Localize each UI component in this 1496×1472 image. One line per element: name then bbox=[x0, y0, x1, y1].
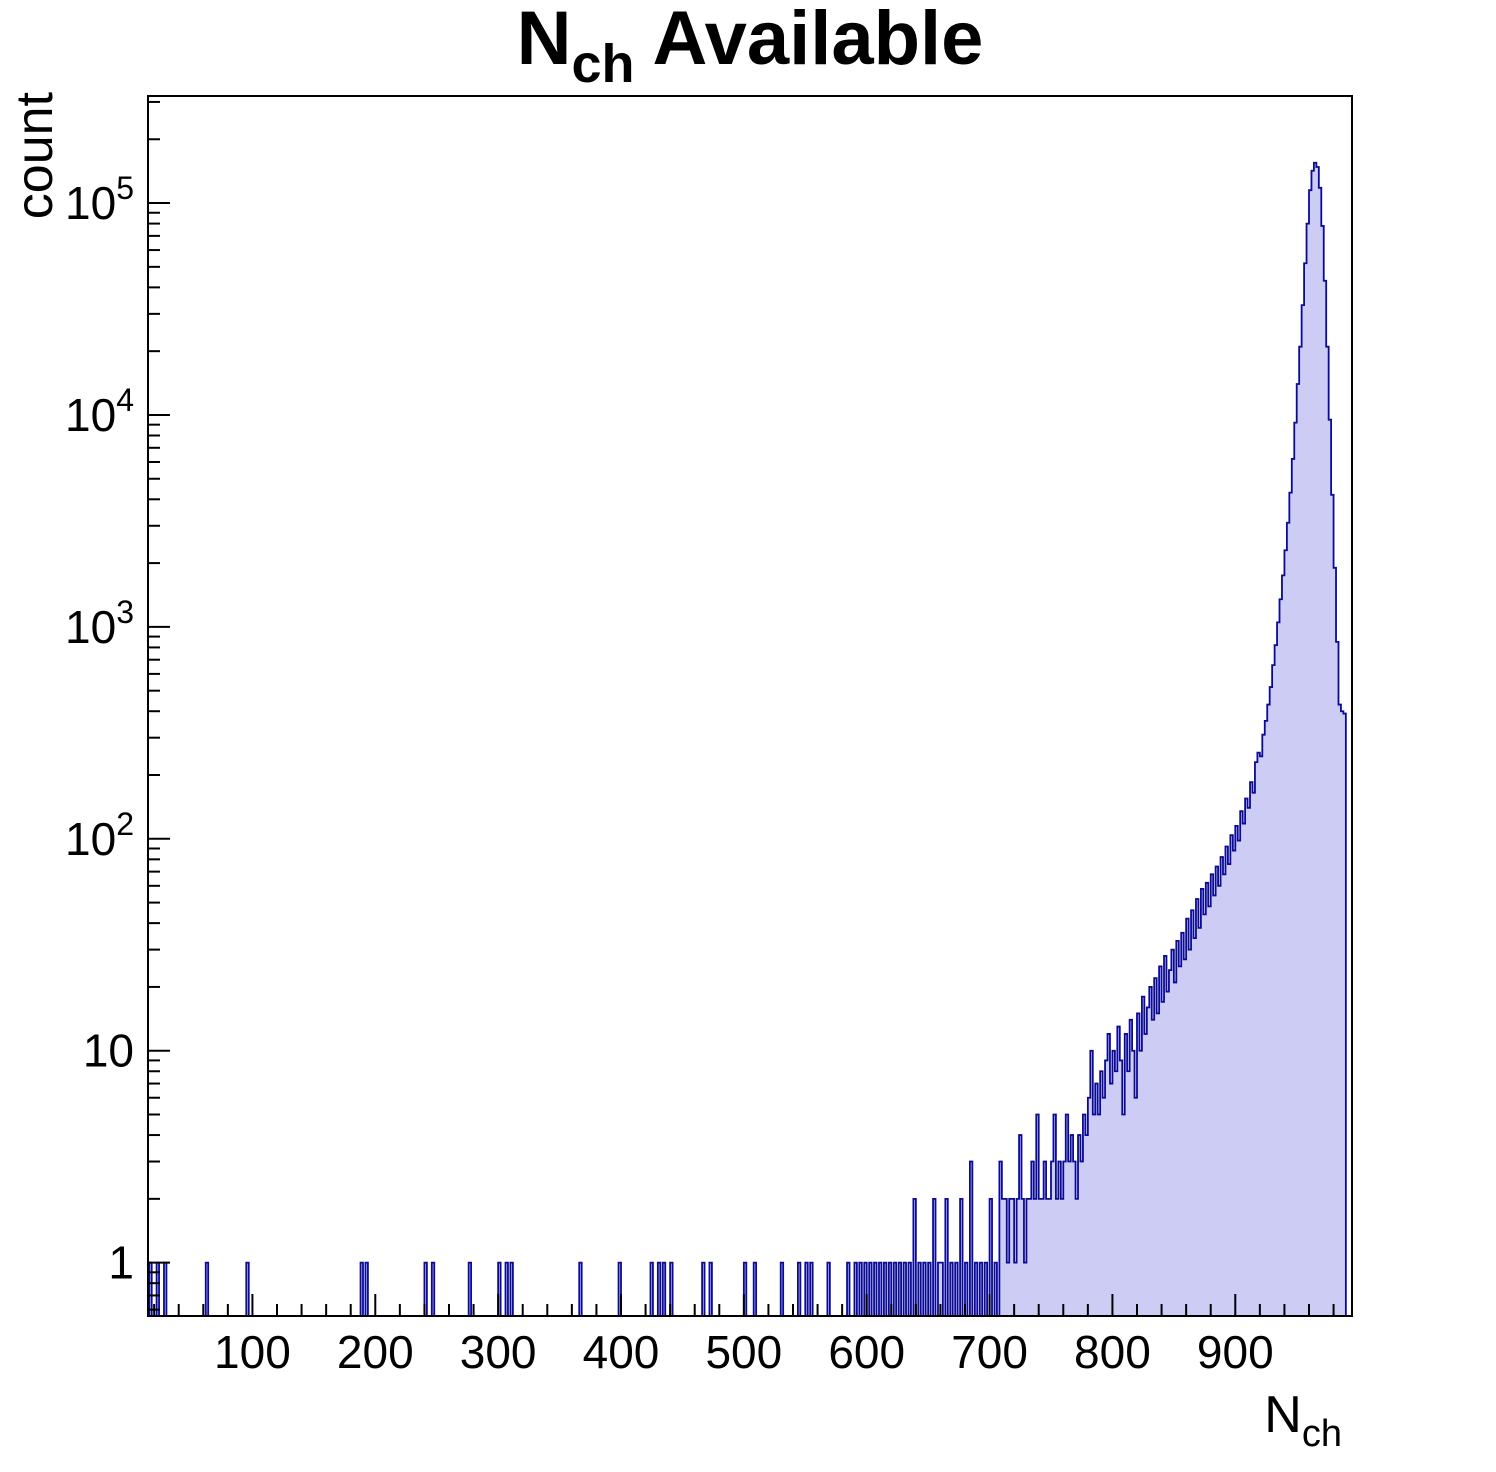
y-tick-label: 102 bbox=[65, 806, 134, 865]
x-tick-label: 100 bbox=[214, 1326, 291, 1378]
y-axis-title: count bbox=[6, 91, 64, 219]
y-axis: 1 10 102 103 104 105 bbox=[65, 100, 170, 1311]
plot-frame bbox=[147, 95, 1353, 1317]
x-tick-label: 800 bbox=[1074, 1326, 1151, 1378]
y-tick-label: 10 bbox=[83, 1025, 134, 1077]
x-tick-label: 900 bbox=[1197, 1326, 1274, 1378]
x-tick-label: 500 bbox=[705, 1326, 782, 1378]
y-tick-label: 103 bbox=[65, 594, 134, 653]
x-tick-label: 300 bbox=[460, 1326, 537, 1378]
x-axis: 100 200 300 400 500 600 700 800 900 bbox=[153, 1294, 1335, 1378]
histogram-series bbox=[148, 161, 1347, 1317]
histogram-area bbox=[148, 161, 1347, 1317]
chart-title: Nch Available bbox=[517, 0, 984, 94]
y-tick-label: 1 bbox=[108, 1237, 134, 1289]
y-tick-label: 105 bbox=[65, 170, 134, 229]
x-tick-label: 400 bbox=[583, 1326, 660, 1378]
x-axis-title: Nch bbox=[1264, 1386, 1342, 1455]
x-tick-label: 700 bbox=[951, 1326, 1028, 1378]
x-tick-label: 200 bbox=[337, 1326, 414, 1378]
y-tick-label: 104 bbox=[65, 382, 134, 441]
x-tick-label: 600 bbox=[828, 1326, 905, 1378]
